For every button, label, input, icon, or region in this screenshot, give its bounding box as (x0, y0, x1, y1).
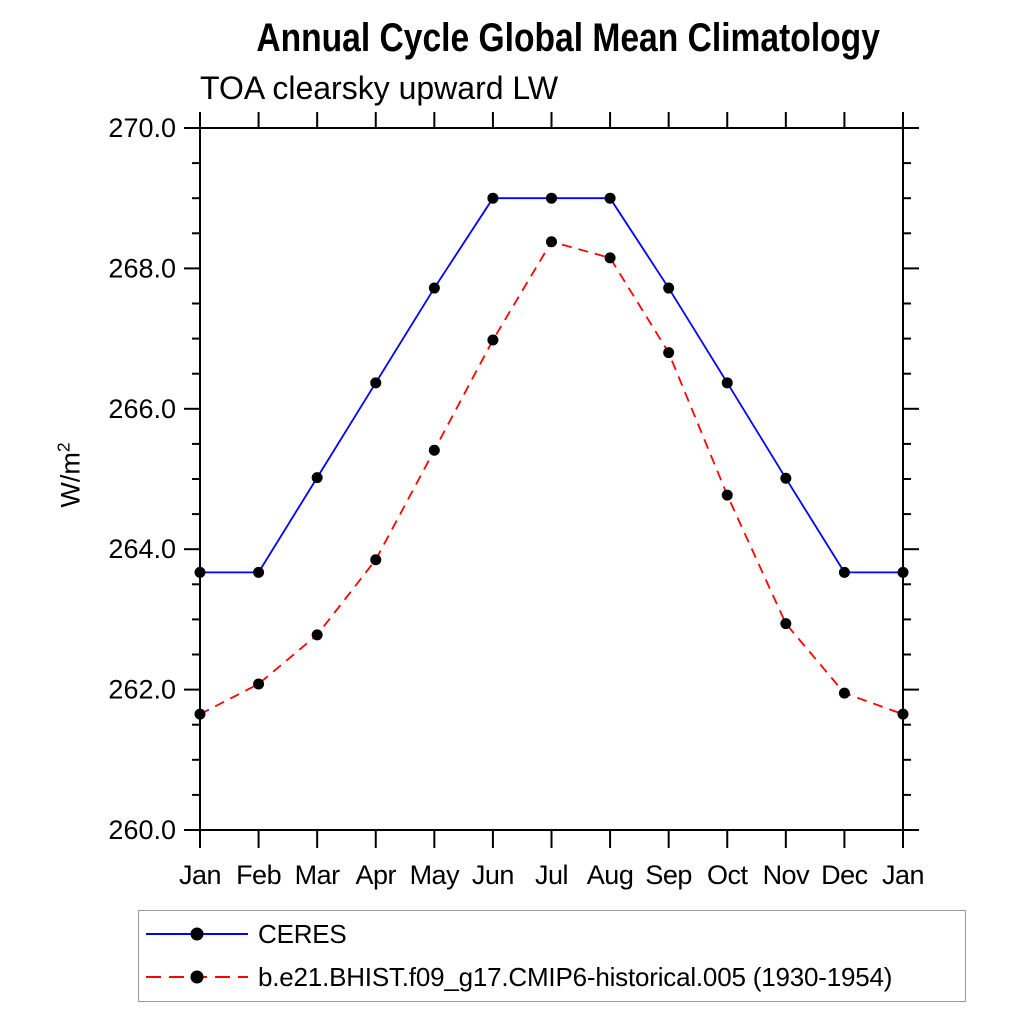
x-tick-label: Jun (472, 860, 514, 890)
data-point-series-1 (194, 708, 206, 720)
x-tick-label: Jan (882, 860, 924, 890)
series-line-1 (199, 240, 904, 716)
data-point-series-1 (604, 252, 616, 264)
data-point-series-0 (370, 377, 382, 389)
x-tick-label: Jul (535, 860, 568, 890)
data-point-series-1 (370, 554, 382, 566)
data-point-series-1 (311, 629, 323, 641)
y-tick-label: 270.0 (108, 113, 176, 143)
legend-marker-dot (190, 927, 204, 941)
y-tick-label: 266.0 (108, 394, 176, 424)
data-point-series-0 (838, 566, 850, 578)
legend-entry-model: b.e21.BHIST.f09_g17.CMIP6-historical.005… (144, 957, 892, 997)
data-point-series-0 (663, 282, 675, 294)
legend-box: CERES b.e21.BHIST.f09_g17.CMIP6-historic… (138, 910, 966, 1002)
x-tick-label: Apr (355, 860, 396, 890)
data-point-series-1 (838, 687, 850, 699)
x-tick-label: Dec (821, 860, 868, 890)
x-tick-label: Aug (587, 860, 634, 890)
x-tick-label: Jan (179, 860, 221, 890)
x-tick-label: Oct (707, 860, 749, 890)
plot-frame (199, 127, 904, 831)
y-tick-label: 264.0 (108, 534, 176, 564)
x-tick-label: May (410, 860, 461, 890)
data-point-series-1 (487, 334, 499, 346)
legend-sample-dashed-line (146, 970, 248, 984)
x-tick-label: Nov (763, 860, 811, 890)
data-point-series-0 (194, 566, 206, 578)
data-point-series-1 (428, 444, 440, 456)
data-point-series-0 (428, 282, 440, 294)
x-tick-label: Feb (236, 860, 281, 890)
y-tick-label: 268.0 (108, 253, 176, 283)
data-point-series-1 (897, 708, 909, 720)
data-point-series-0 (604, 192, 616, 204)
legend-marker-dot (190, 970, 204, 984)
legend-sample-solid-line (146, 927, 248, 941)
data-point-series-0 (721, 377, 733, 389)
y-tick-label: 262.0 (108, 675, 176, 705)
y-tick-label: 260.0 (108, 815, 176, 845)
data-point-series-0 (487, 192, 499, 204)
legend-label-model: b.e21.BHIST.f09_g17.CMIP6-historical.005… (258, 961, 893, 992)
data-point-series-0 (311, 472, 323, 484)
legend-entry-ceres: CERES (144, 914, 347, 954)
series-line-0 (200, 197, 903, 574)
data-point-series-0 (253, 566, 265, 578)
data-point-series-0 (780, 472, 792, 484)
data-point-series-0 (897, 566, 909, 578)
data-point-series-1 (253, 678, 265, 690)
data-point-series-0 (546, 192, 557, 204)
x-tick-label: Mar (295, 860, 341, 890)
data-point-series-1 (780, 618, 792, 630)
data-point-series-1 (546, 236, 557, 248)
data-point-series-1 (721, 489, 733, 501)
x-tick-label: Sep (645, 860, 692, 890)
chart-title: Annual Cycle Global Mean Climatology (256, 16, 880, 60)
chart-subtitle: TOA clearsky upward LW (200, 70, 559, 106)
data-point-series-1 (663, 347, 675, 359)
legend-label-ceres: CERES (258, 918, 347, 949)
